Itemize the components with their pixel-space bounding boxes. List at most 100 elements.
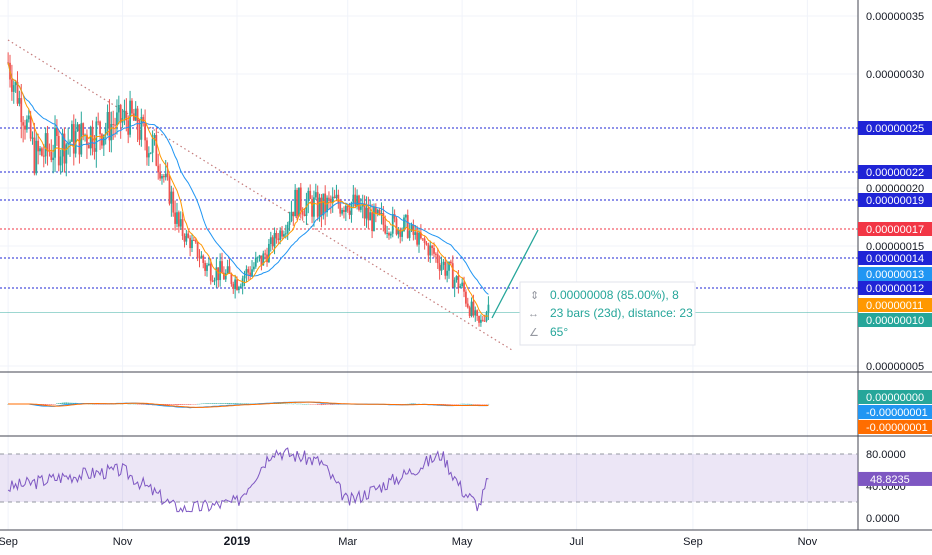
macd-value-badge-label: 0.00000000 bbox=[866, 392, 924, 404]
candle-body bbox=[378, 209, 381, 214]
candle-body bbox=[146, 140, 148, 158]
candle-body bbox=[151, 138, 154, 153]
level-price-badge bbox=[858, 251, 932, 265]
macd-signal-line[interactable] bbox=[8, 401, 489, 408]
candle-body bbox=[256, 257, 259, 259]
measure-price-text: 0.00000008 (85.00%), 8 bbox=[550, 288, 679, 302]
macd-histogram-bar bbox=[133, 403, 135, 405]
candle-body bbox=[52, 157, 55, 161]
candle-body bbox=[309, 190, 312, 199]
candle-body bbox=[181, 219, 184, 237]
candle-body bbox=[134, 108, 137, 121]
macd-histogram-bar bbox=[277, 403, 280, 404]
candle-body bbox=[348, 210, 351, 215]
candle-body bbox=[18, 98, 21, 104]
level-price-badge-label: 0.00000025 bbox=[866, 123, 924, 135]
macd-histogram-bar bbox=[185, 404, 188, 405]
candle-body bbox=[382, 213, 385, 225]
candle-body bbox=[455, 276, 458, 280]
level-price-badge bbox=[858, 165, 932, 179]
candle-body bbox=[254, 257, 257, 267]
macd-histogram-bar bbox=[408, 403, 411, 405]
macd-histogram-bar bbox=[245, 403, 248, 404]
macd-value-badge bbox=[858, 420, 932, 434]
macd-histogram-bar bbox=[286, 403, 289, 405]
candle-body bbox=[82, 123, 85, 136]
candle-body bbox=[333, 196, 336, 198]
macd-histogram-bar bbox=[470, 403, 473, 405]
candle-body bbox=[468, 307, 471, 316]
candle-body bbox=[258, 255, 261, 258]
candle-body bbox=[20, 98, 23, 123]
macd-histogram-bar bbox=[191, 404, 193, 405]
macd-histogram-bar bbox=[290, 403, 293, 405]
candle-body bbox=[268, 243, 270, 263]
macd-value-badge bbox=[858, 405, 932, 419]
candle-body bbox=[485, 312, 488, 321]
macd-histogram-bar bbox=[230, 403, 233, 404]
macd-histogram-bar bbox=[52, 404, 54, 405]
macd-histogram-bar bbox=[318, 404, 321, 405]
macd-histogram-bar bbox=[178, 404, 180, 406]
candle-body bbox=[444, 261, 447, 276]
macd-histogram-bar bbox=[223, 403, 225, 404]
candle-body bbox=[313, 197, 315, 217]
rsi-line[interactable] bbox=[7, 447, 489, 513]
macd-histogram-bar bbox=[193, 404, 195, 405]
candle-body bbox=[344, 205, 347, 212]
descending-trendline[interactable] bbox=[7, 39, 513, 351]
macd-histogram-bar bbox=[194, 404, 197, 405]
candle-body bbox=[44, 133, 47, 157]
candle-body bbox=[25, 119, 28, 130]
macd-histogram-bar bbox=[164, 404, 167, 406]
candle-body bbox=[279, 230, 282, 241]
candle-body bbox=[292, 211, 295, 217]
candle-body bbox=[179, 219, 182, 227]
macd-histogram-bar bbox=[243, 403, 246, 404]
candle-body bbox=[86, 134, 88, 146]
macd-histogram-bar bbox=[209, 403, 212, 404]
candle-body bbox=[78, 124, 81, 155]
macd-histogram-bar bbox=[440, 404, 443, 405]
macd-histogram-bar bbox=[466, 403, 469, 405]
candle-body bbox=[448, 261, 450, 271]
candle-body bbox=[374, 207, 377, 214]
rsi-value-badge bbox=[858, 471, 932, 486]
measure-bars-icon: ↔ bbox=[528, 308, 539, 320]
series-price-badge bbox=[858, 298, 932, 312]
macd-histogram-bar bbox=[307, 403, 310, 405]
macd-histogram-bar bbox=[284, 403, 287, 405]
macd-histogram-bar bbox=[129, 403, 131, 405]
macd-histogram-bar bbox=[247, 403, 250, 405]
candle-body bbox=[466, 303, 469, 308]
candle-body bbox=[305, 201, 308, 216]
macd-histogram-bar bbox=[213, 403, 216, 404]
macd-histogram-bar bbox=[326, 404, 328, 405]
candle-body bbox=[369, 212, 372, 221]
candle-body bbox=[470, 301, 473, 316]
candle-body bbox=[215, 267, 218, 281]
price-axis-label: 0.00000030 bbox=[866, 69, 924, 81]
macd-histogram-bar bbox=[57, 403, 60, 404]
candle-body bbox=[350, 202, 353, 215]
candle-body bbox=[230, 273, 233, 284]
candle-body bbox=[194, 240, 197, 243]
series-price-badge-label: 0.00000011 bbox=[866, 300, 923, 312]
candle-body bbox=[446, 270, 449, 276]
candle-body bbox=[27, 115, 30, 120]
candle-body bbox=[371, 212, 373, 232]
x-axis-label: 2019 bbox=[224, 534, 251, 548]
projection-line[interactable] bbox=[491, 229, 539, 319]
candle-body bbox=[116, 112, 118, 126]
candle-body bbox=[271, 237, 274, 247]
slow-moving-average-line[interactable] bbox=[7, 62, 489, 295]
candle-body bbox=[249, 272, 252, 276]
price-axis-label: 0.00000005 bbox=[866, 361, 924, 373]
candle-body bbox=[46, 133, 49, 152]
fast-moving-average-line[interactable] bbox=[7, 62, 489, 317]
candle-body bbox=[483, 320, 486, 322]
macd-histogram-bar bbox=[131, 403, 133, 405]
candle-body bbox=[14, 82, 17, 86]
